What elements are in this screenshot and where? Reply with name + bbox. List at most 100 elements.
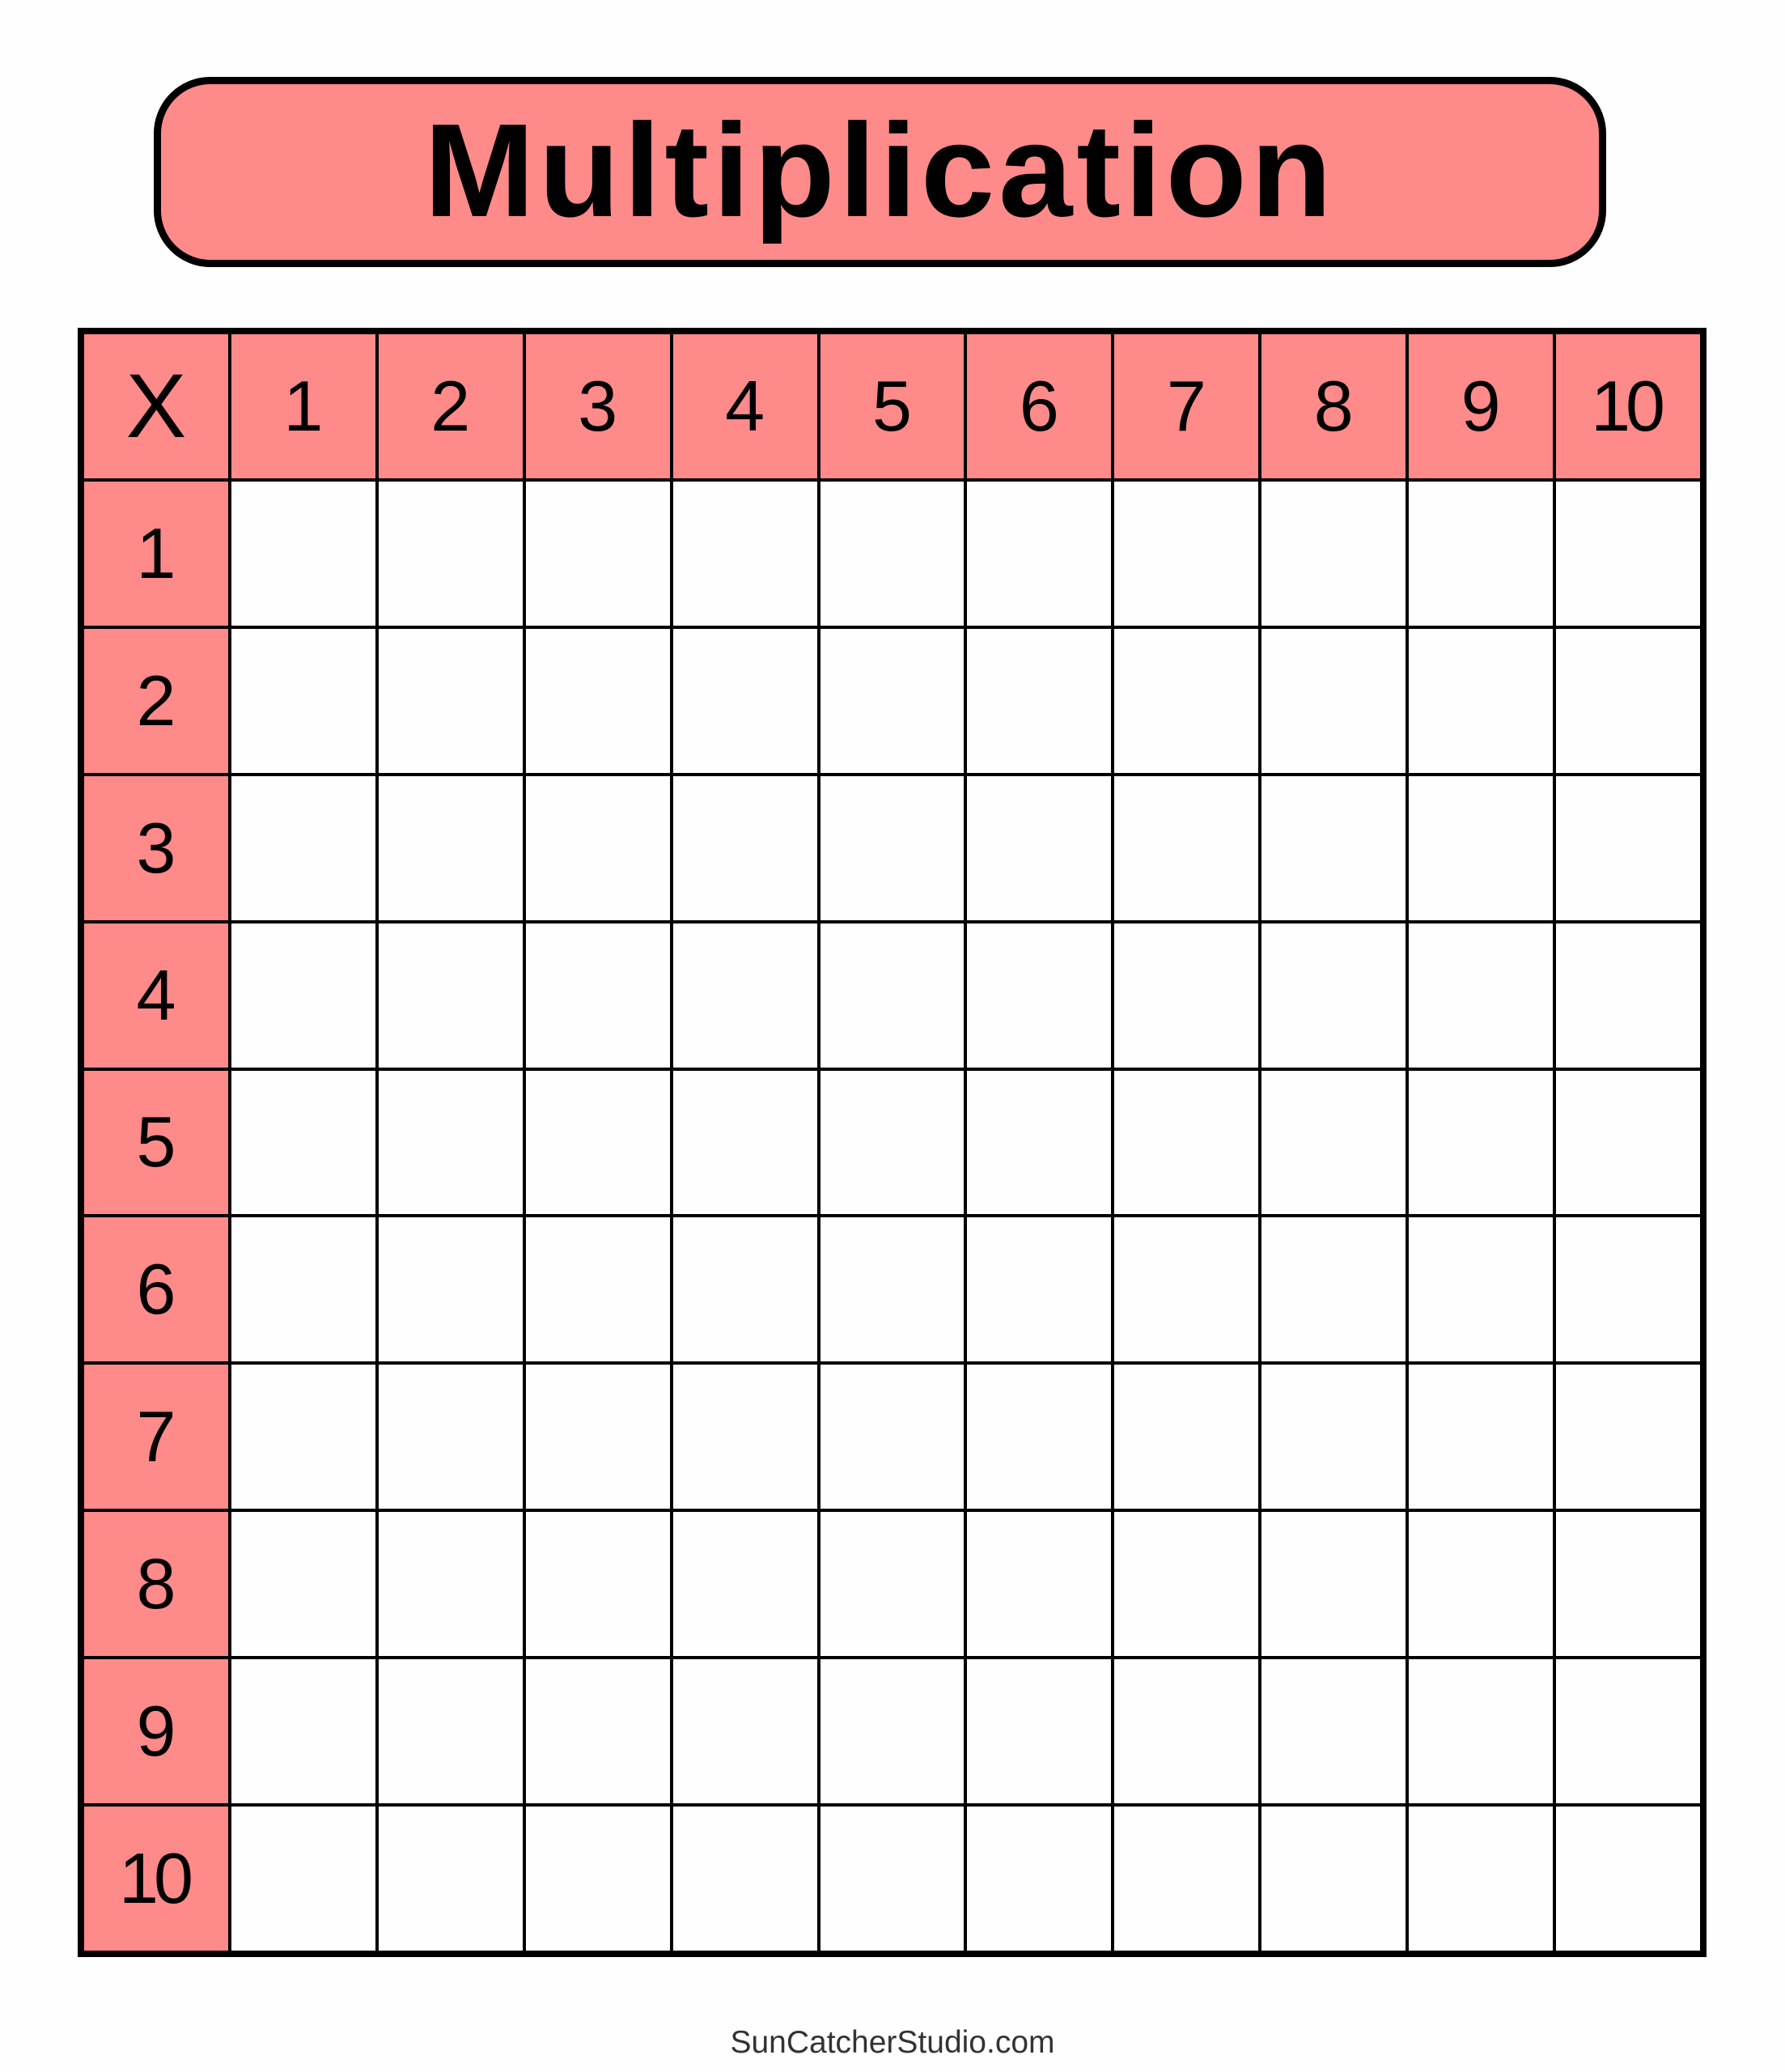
answer-cell[interactable] (1114, 1659, 1259, 1804)
answer-cell[interactable] (672, 775, 817, 920)
answer-cell[interactable] (672, 481, 817, 626)
answer-cell[interactable] (967, 775, 1112, 920)
answer-cell[interactable] (1409, 628, 1554, 773)
answer-cell[interactable] (672, 1659, 817, 1804)
answer-cell[interactable] (967, 1217, 1112, 1362)
answer-cell[interactable] (967, 1070, 1112, 1215)
answer-cell[interactable] (1409, 1217, 1554, 1362)
answer-cell[interactable] (820, 775, 965, 920)
answer-cell[interactable] (378, 775, 523, 920)
answer-cell[interactable] (231, 1807, 375, 1951)
answer-cell[interactable] (231, 1512, 375, 1657)
answer-cell[interactable] (231, 1217, 375, 1362)
answer-cell[interactable] (525, 1512, 670, 1657)
answer-cell[interactable] (820, 1807, 965, 1951)
answer-cell[interactable] (1114, 628, 1259, 773)
answer-cell[interactable] (1556, 628, 1700, 773)
answer-cell[interactable] (525, 1659, 670, 1804)
answer-cell[interactable] (1261, 1807, 1406, 1951)
answer-cell[interactable] (1556, 923, 1700, 1068)
answer-cell[interactable] (1556, 1807, 1700, 1951)
answer-cell[interactable] (967, 481, 1112, 626)
answer-cell[interactable] (967, 1807, 1112, 1951)
answer-cell[interactable] (378, 1659, 523, 1804)
answer-cell[interactable] (525, 1365, 670, 1509)
answer-cell[interactable] (1556, 1365, 1700, 1509)
answer-cell[interactable] (1409, 1807, 1554, 1951)
answer-cell[interactable] (525, 1070, 670, 1215)
answer-cell[interactable] (1556, 1659, 1700, 1804)
answer-cell[interactable] (378, 628, 523, 773)
answer-cell[interactable] (672, 1217, 817, 1362)
answer-cell[interactable] (378, 1512, 523, 1657)
answer-cell[interactable] (1261, 1070, 1406, 1215)
answer-cell[interactable] (820, 1070, 965, 1215)
answer-cell[interactable] (1556, 1070, 1700, 1215)
answer-cell[interactable] (1261, 1512, 1406, 1657)
answer-cell[interactable] (1114, 775, 1259, 920)
answer-cell[interactable] (525, 775, 670, 920)
answer-cell[interactable] (378, 1365, 523, 1509)
answer-cell[interactable] (1261, 1659, 1406, 1804)
answer-cell[interactable] (1409, 1659, 1554, 1804)
answer-cell[interactable] (1261, 1217, 1406, 1362)
answer-cell[interactable] (231, 628, 375, 773)
answer-cell[interactable] (967, 1659, 1112, 1804)
answer-cell[interactable] (1114, 1365, 1259, 1509)
answer-cell[interactable] (1114, 1807, 1259, 1951)
answer-cell[interactable] (1114, 1070, 1259, 1215)
answer-cell[interactable] (1409, 1365, 1554, 1509)
answer-cell[interactable] (231, 481, 375, 626)
answer-cell[interactable] (378, 923, 523, 1068)
answer-cell[interactable] (967, 923, 1112, 1068)
answer-cell[interactable] (1409, 775, 1554, 920)
answer-cell[interactable] (1409, 1512, 1554, 1657)
answer-cell[interactable] (820, 1512, 965, 1657)
answer-cell[interactable] (525, 923, 670, 1068)
answer-cell[interactable] (1261, 923, 1406, 1068)
answer-cell[interactable] (820, 1659, 965, 1804)
answer-cell[interactable] (525, 1807, 670, 1951)
answer-cell[interactable] (1409, 923, 1554, 1068)
answer-cell[interactable] (672, 1807, 817, 1951)
answer-cell[interactable] (1261, 775, 1406, 920)
answer-cell[interactable] (378, 1070, 523, 1215)
answer-cell[interactable] (525, 628, 670, 773)
answer-cell[interactable] (525, 1217, 670, 1362)
answer-cell[interactable] (672, 628, 817, 773)
answer-cell[interactable] (1556, 775, 1700, 920)
answer-cell[interactable] (231, 1070, 375, 1215)
answer-cell[interactable] (967, 1512, 1112, 1657)
answer-cell[interactable] (1114, 923, 1259, 1068)
answer-cell[interactable] (525, 481, 670, 626)
answer-cell[interactable] (820, 1217, 965, 1362)
answer-cell[interactable] (1409, 481, 1554, 626)
answer-cell[interactable] (672, 923, 817, 1068)
answer-cell[interactable] (1114, 481, 1259, 626)
answer-cell[interactable] (672, 1070, 817, 1215)
answer-cell[interactable] (1556, 1217, 1700, 1362)
answer-cell[interactable] (1409, 1070, 1554, 1215)
answer-cell[interactable] (231, 1365, 375, 1509)
answer-cell[interactable] (378, 481, 523, 626)
answer-cell[interactable] (967, 1365, 1112, 1509)
answer-cell[interactable] (672, 1365, 817, 1509)
answer-cell[interactable] (820, 923, 965, 1068)
answer-cell[interactable] (231, 923, 375, 1068)
answer-cell[interactable] (1556, 1512, 1700, 1657)
answer-cell[interactable] (378, 1807, 523, 1951)
answer-cell[interactable] (1261, 1365, 1406, 1509)
answer-cell[interactable] (378, 1217, 523, 1362)
answer-cell[interactable] (231, 775, 375, 920)
answer-cell[interactable] (820, 628, 965, 773)
answer-cell[interactable] (967, 628, 1112, 773)
answer-cell[interactable] (820, 1365, 965, 1509)
answer-cell[interactable] (231, 1659, 375, 1804)
answer-cell[interactable] (820, 481, 965, 626)
answer-cell[interactable] (1261, 628, 1406, 773)
answer-cell[interactable] (1556, 481, 1700, 626)
answer-cell[interactable] (1114, 1217, 1259, 1362)
answer-cell[interactable] (1114, 1512, 1259, 1657)
answer-cell[interactable] (672, 1512, 817, 1657)
answer-cell[interactable] (1261, 481, 1406, 626)
